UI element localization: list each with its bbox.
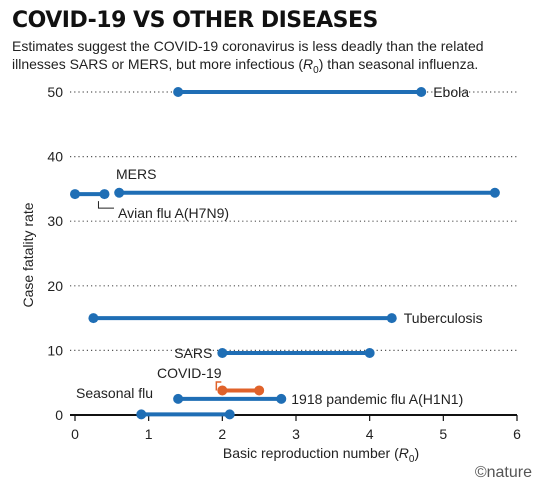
chart-title: COVID-19 VS OTHER DISEASES [12, 8, 378, 33]
range-max-point [276, 393, 287, 404]
x-tick-label: 6 [513, 426, 521, 442]
range-min-point [70, 189, 80, 200]
range-min-point [114, 187, 125, 198]
disease-label: 1918 pandemic flu A(H1N1) [291, 391, 463, 407]
y-tick-label: 30 [47, 213, 63, 229]
label-leader-line [215, 381, 222, 391]
subtitle-text: Estimates suggest the COVID-19 coronavir… [12, 38, 484, 72]
x-tick-label: 5 [439, 426, 447, 442]
range-max-point [386, 313, 397, 324]
range-min-point [173, 87, 184, 97]
y-tick-labels: 0 10 20 30 40 50 [47, 84, 63, 423]
y-tick-label: 0 [55, 407, 63, 423]
range-min-point [88, 313, 99, 324]
y-tick-label: 20 [47, 278, 63, 294]
subtitle-r-subscript: 0 [313, 64, 319, 76]
x-axis: 0 1 2 3 4 5 6 [70, 414, 521, 442]
x-tick-label: 1 [145, 426, 153, 442]
range-max-point [224, 409, 235, 420]
disease-labels: Ebola MERS Avian flu A(H7N9) Tuberculosis SA… [76, 84, 483, 407]
disease-label: Ebola [433, 84, 469, 100]
label-leader-line [97, 201, 114, 209]
range-max-point [254, 385, 265, 396]
subtitle-text-end: ) than seasonal influenza. [318, 56, 479, 72]
disease-label: Avian flu A(H7N9) [118, 205, 229, 221]
disease-label: Seasonal flu [76, 385, 153, 401]
range-min-point [136, 409, 147, 420]
chart-subtitle: Estimates suggest the COVID-19 coronavir… [12, 37, 532, 80]
disease-label: Tuberculosis [404, 310, 483, 326]
range-max-point [416, 87, 427, 97]
range-max-point [489, 187, 500, 198]
y-axis-title: Case fatality rate [20, 202, 36, 307]
range-max-point [364, 347, 375, 358]
disease-label: COVID-19 [157, 365, 222, 381]
y-tick-label: 40 [47, 149, 63, 165]
range-max-point [99, 189, 110, 200]
nature-credit: ©nature [474, 464, 532, 481]
subtitle-r-symbol: R [303, 56, 314, 72]
range-min-point [173, 393, 184, 404]
x-tick-label: 3 [292, 426, 300, 442]
x-tick-label: 2 [218, 426, 226, 442]
y-tick-label: 50 [47, 84, 63, 100]
disease-label: SARS [174, 345, 212, 361]
x-tick-label: 4 [366, 426, 374, 442]
range-min-point [217, 385, 228, 396]
x-axis-title: Basic reproduction number (R0) [223, 445, 419, 465]
series-group [70, 87, 500, 420]
x-tick-label: 0 [71, 426, 79, 442]
disease-label: MERS [116, 166, 156, 182]
range-min-point [217, 347, 228, 358]
y-tick-label: 10 [47, 342, 63, 358]
